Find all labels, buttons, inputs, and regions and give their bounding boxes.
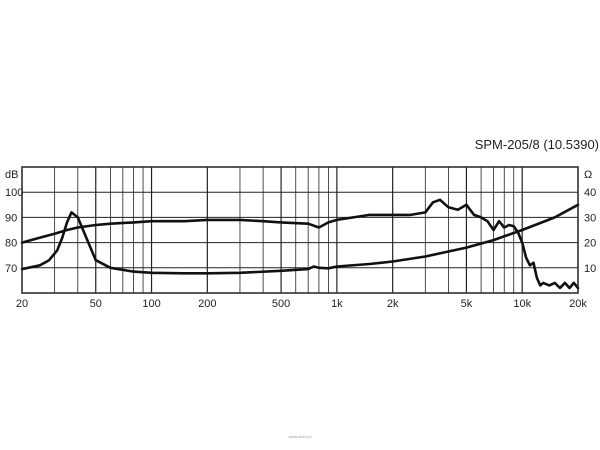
- x-tick-label: 100: [142, 298, 160, 310]
- plot-frame: [21, 166, 579, 294]
- x-tick-label: 10k: [513, 298, 531, 310]
- y-right-tick-label: 10: [584, 263, 596, 275]
- series-layer: [20, 198, 580, 290]
- impedance-line: [20, 203, 580, 275]
- y-right-tick-label: 20: [584, 238, 596, 250]
- x-tick-label: 20: [16, 298, 28, 310]
- x-tick-label: 2k: [387, 298, 399, 310]
- y-right-tick-label: 40: [584, 187, 596, 199]
- x-tick-label: 200: [198, 298, 216, 310]
- spl-response-line: [20, 198, 580, 290]
- watermark-text: www.ab24.pl: [289, 434, 312, 439]
- x-tick-label: 1k: [331, 298, 343, 310]
- y-left-tick-label: 100: [5, 187, 23, 199]
- y-right-tick-label: 30: [584, 212, 596, 224]
- x-tick-label: 50: [90, 298, 102, 310]
- y-left-tick-label: 70: [5, 263, 17, 275]
- y-right-unit-label: Ω: [584, 169, 592, 181]
- x-tick-label: 500: [272, 298, 290, 310]
- x-tick-label: 5k: [461, 298, 473, 310]
- y-left-tick-label: 80: [5, 238, 17, 250]
- axis-labels: dB Ω 20 50 100 200 500 1k 2k 5k 10k 20k 70 80 90 100 1…: [5, 169, 596, 310]
- y-left-tick-label: 90: [5, 212, 17, 224]
- chart-title: SPM-205/8 (10.5390): [475, 137, 599, 152]
- y-left-unit-label: dB: [5, 169, 18, 181]
- x-tick-label: 20k: [569, 298, 587, 310]
